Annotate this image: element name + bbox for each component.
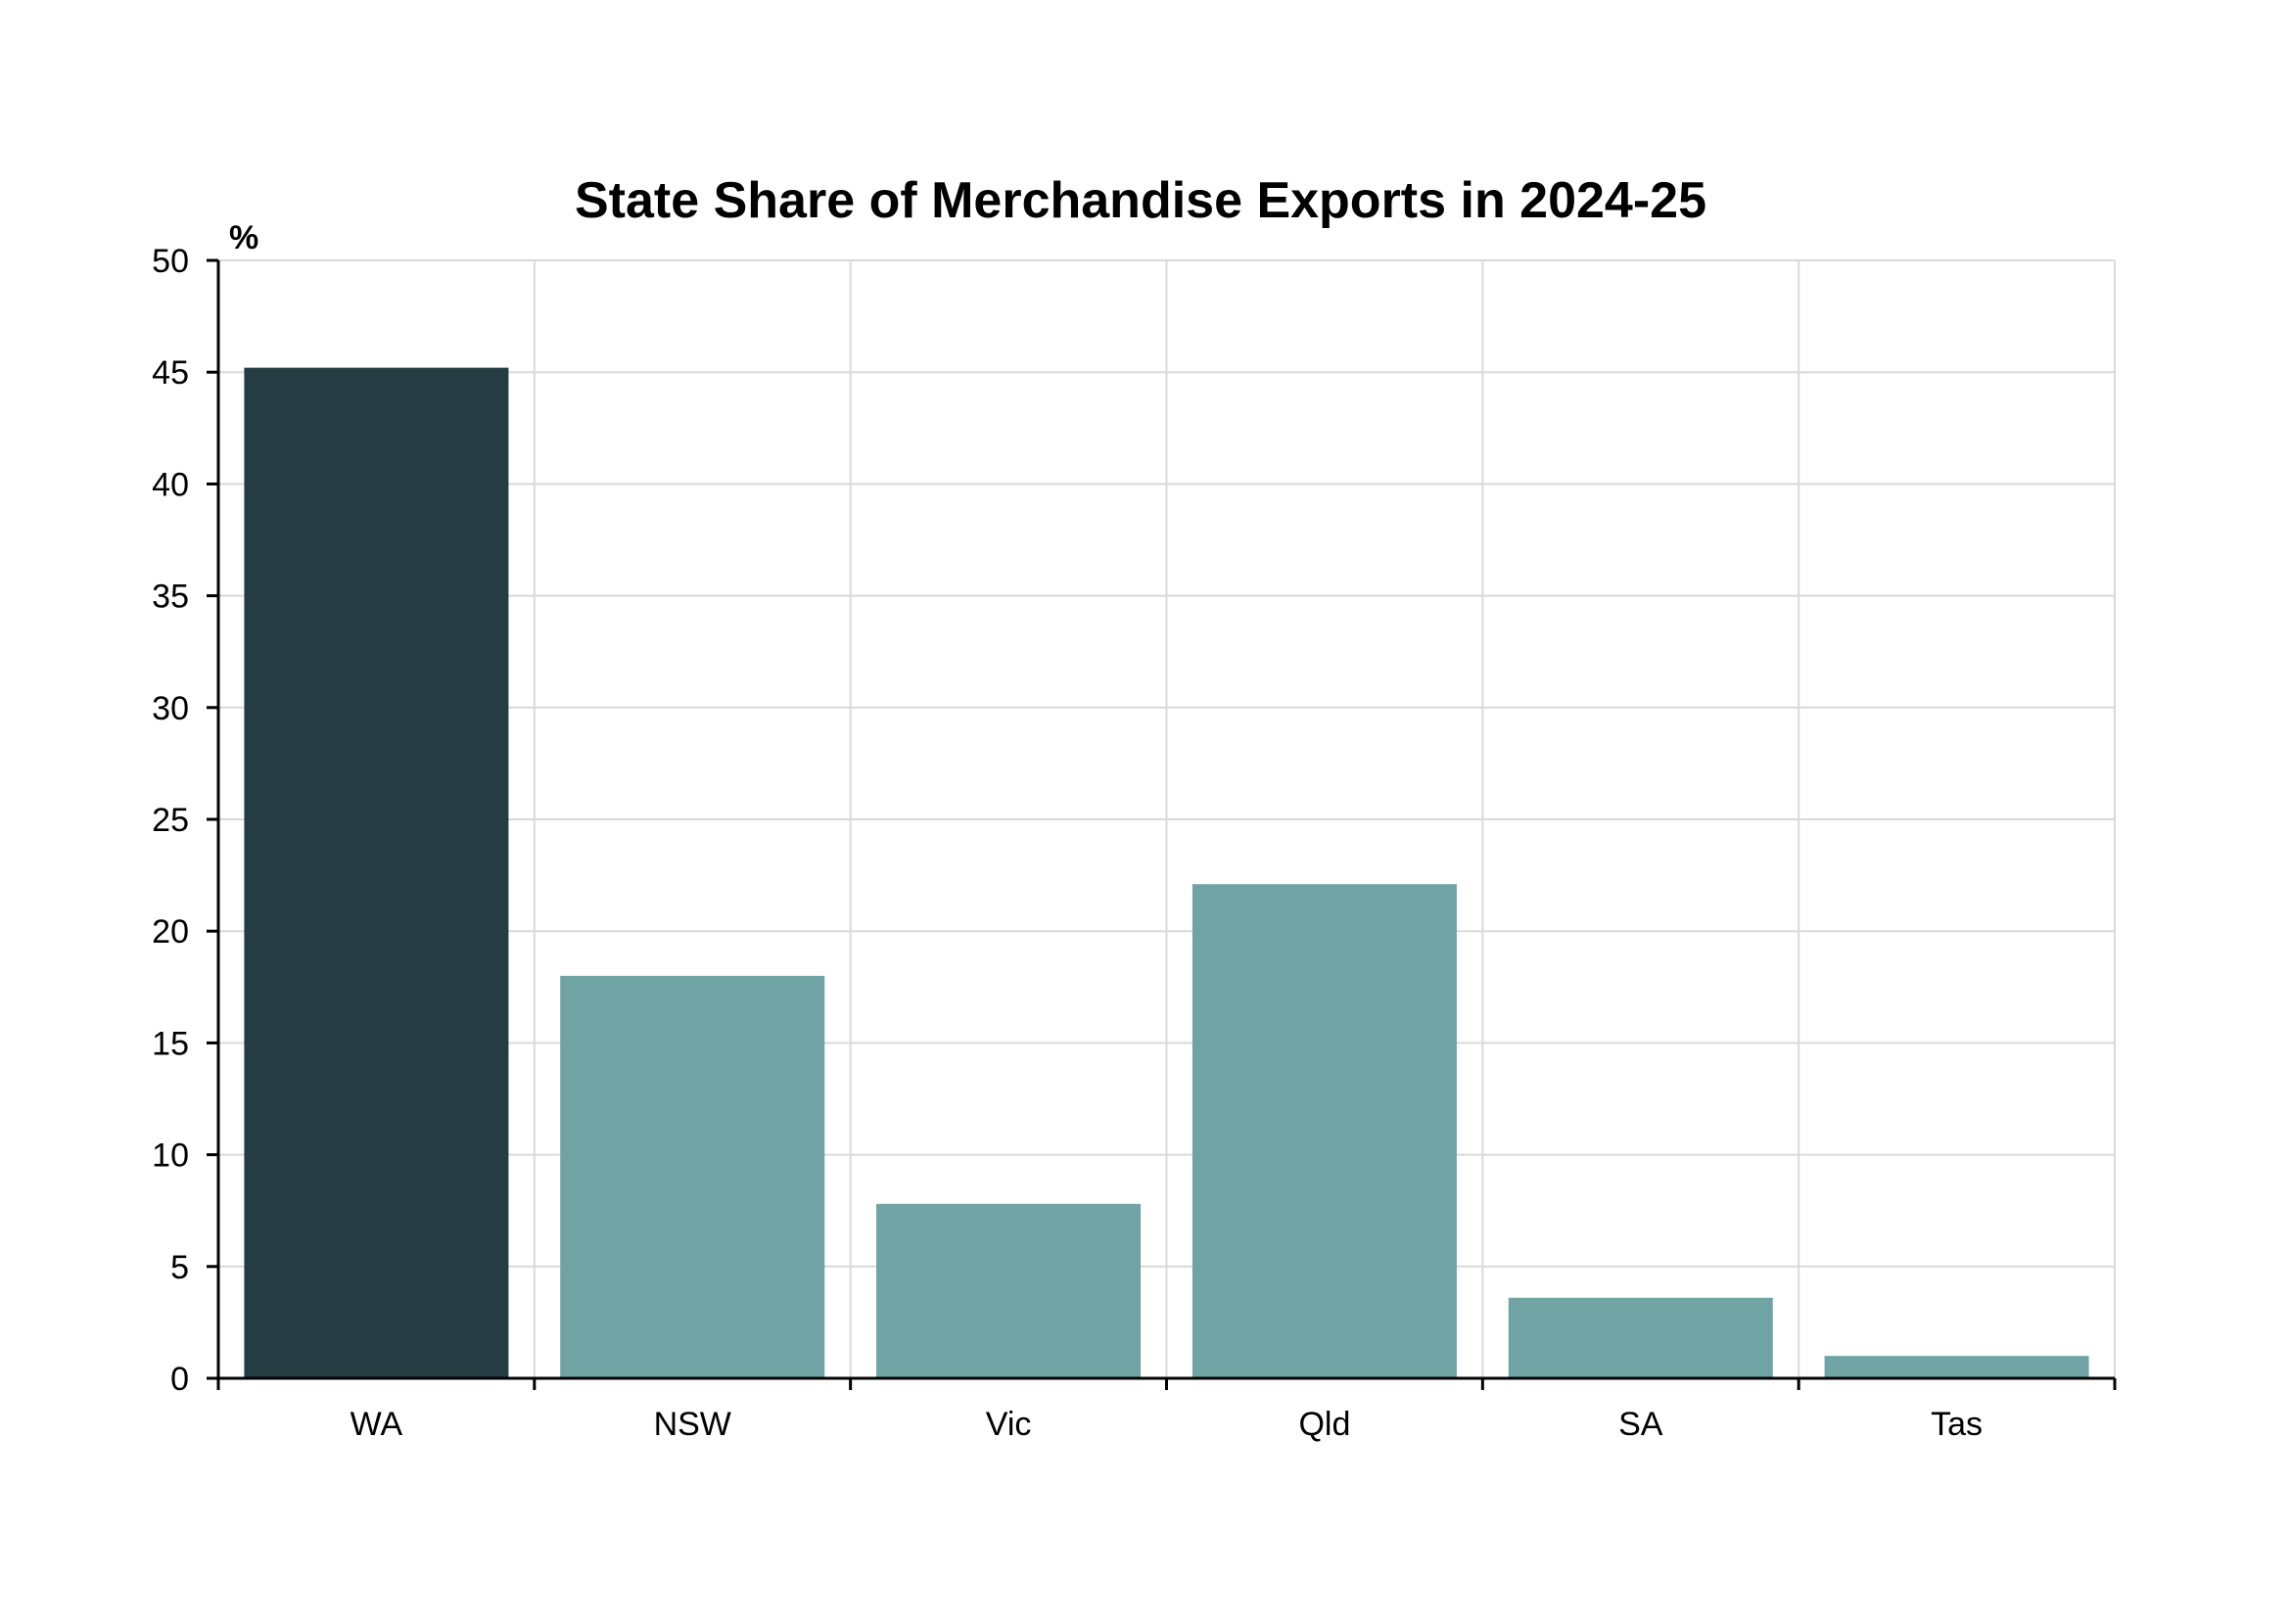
x-tick-label: Vic <box>986 1406 1032 1443</box>
x-tick-label: NSW <box>654 1406 731 1443</box>
y-tick-label: 40 <box>152 466 189 503</box>
bar-qld <box>1192 884 1457 1378</box>
bar-wa <box>244 367 509 1379</box>
bar-tas <box>1824 1356 2089 1378</box>
grid-lines <box>218 259 2116 1378</box>
y-tick-label: 35 <box>152 579 189 616</box>
bar-vic <box>876 1203 1142 1378</box>
y-tick-label: 5 <box>170 1249 189 1286</box>
y-tick-label: 20 <box>152 913 189 951</box>
y-tick-label: 30 <box>152 690 189 727</box>
x-tick-label: WA <box>351 1406 403 1443</box>
y-axis-unit-label: % <box>229 219 258 256</box>
bars <box>244 367 2089 1379</box>
x-tick-label: Qld <box>1298 1406 1350 1443</box>
chart-title: State Share of Merchandise Exports in 20… <box>575 172 1706 229</box>
y-tick-label: 50 <box>152 243 189 280</box>
bar-sa <box>1508 1297 1773 1378</box>
y-tick-label: 0 <box>170 1361 189 1398</box>
y-tick-label: 10 <box>152 1137 189 1175</box>
y-tick-label: 25 <box>152 802 189 839</box>
bar-nsw <box>560 975 825 1378</box>
y-tick-labels: 0 5 10 15 20 25 30 35 40 45 50 <box>152 243 189 1398</box>
x-tick-labels: WA NSW Vic Qld SA Tas <box>351 1406 1983 1443</box>
y-tick-label: 15 <box>152 1025 189 1062</box>
axes <box>207 258 2117 1390</box>
x-tick-label: SA <box>1618 1406 1663 1443</box>
y-tick-label: 45 <box>152 354 189 392</box>
x-tick-label: Tas <box>1931 1406 1983 1443</box>
